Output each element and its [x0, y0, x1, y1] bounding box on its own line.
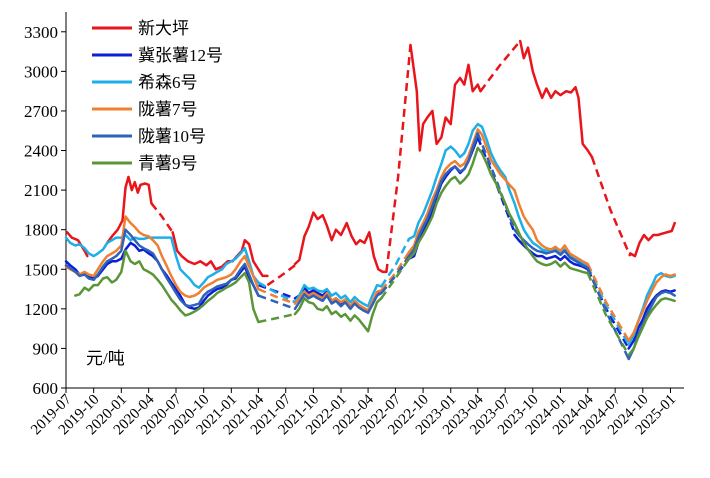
- y-tick-label: 1800: [24, 221, 58, 240]
- series-line: [627, 297, 676, 357]
- legend-label: 陇薯10号: [138, 127, 206, 146]
- series-line: [65, 231, 89, 258]
- series-line: [64, 233, 260, 289]
- series-line: [513, 228, 590, 270]
- legend-label: 陇薯7号: [138, 100, 198, 119]
- series-line-dashed: [586, 267, 630, 360]
- series-0: [65, 39, 676, 287]
- series-lines: [64, 39, 676, 361]
- series-line-dashed: [586, 263, 630, 342]
- y-tick-label: 3300: [24, 23, 58, 42]
- y-tick-label: 3000: [24, 62, 58, 81]
- series-line: [407, 146, 590, 275]
- series-line-dashed: [590, 156, 632, 257]
- series-line-dashed: [257, 281, 296, 304]
- series-line: [407, 128, 590, 266]
- series-line: [105, 175, 153, 245]
- series-line: [293, 297, 383, 333]
- series-line-dashed: [586, 272, 630, 356]
- legend-label: 冀张薯12号: [138, 46, 223, 65]
- series-line-dashed: [257, 294, 296, 310]
- legend-label: 希森6号: [138, 73, 198, 92]
- y-tick-label: 2100: [24, 181, 58, 200]
- series-line-dashed: [380, 251, 411, 292]
- series-line: [627, 273, 676, 342]
- series-line-dashed: [257, 287, 296, 305]
- series-line: [293, 289, 383, 312]
- y-tick-label: 2700: [24, 102, 58, 121]
- series-line: [628, 221, 676, 258]
- y-tick-label: 2400: [24, 142, 58, 161]
- series-line-dashed: [479, 40, 522, 92]
- series-line: [64, 228, 260, 308]
- series-line-dashed: [380, 255, 411, 294]
- series-line-dashed: [385, 44, 412, 273]
- series-line: [518, 39, 594, 159]
- series-line: [293, 283, 383, 308]
- series-line-dashed: [476, 136, 516, 233]
- series-line: [627, 289, 676, 350]
- unit-label: 元/吨: [86, 349, 125, 368]
- series-line: [407, 122, 590, 268]
- series-line-dashed: [380, 257, 411, 300]
- series-line-dashed: [380, 238, 411, 288]
- series-line: [74, 249, 260, 324]
- y-tick-label: 600: [33, 379, 59, 398]
- series-line: [409, 43, 482, 152]
- y-tick-label: 900: [33, 339, 59, 358]
- legend-label: 新大坪: [138, 19, 189, 38]
- series-line: [407, 132, 480, 258]
- series-5: [74, 146, 676, 357]
- legend-background: [88, 14, 248, 172]
- series-line: [293, 291, 383, 315]
- series-3: [64, 128, 676, 342]
- y-tick-label: 1200: [24, 300, 58, 319]
- series-line: [64, 215, 260, 299]
- legend-label: 青薯9号: [138, 154, 198, 173]
- series-line: [293, 211, 388, 274]
- series-line-dashed: [266, 264, 296, 287]
- y-tick-label: 1500: [24, 260, 58, 279]
- series-line-dashed: [150, 202, 174, 234]
- series-line-dashed: [258, 312, 296, 324]
